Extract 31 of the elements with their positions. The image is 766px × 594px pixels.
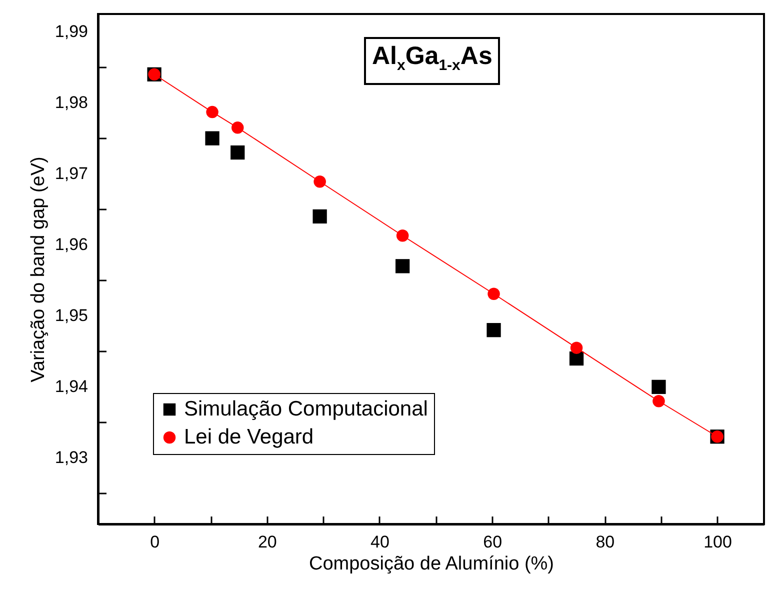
point [396,230,409,242]
legend-label: Simulação Computacional [184,398,428,420]
point [230,145,245,160]
point [206,106,218,118]
point [396,259,410,274]
point [570,342,583,354]
y-tick-label: 1,97 [54,164,88,183]
x-axis-title: Composição de Alumínio (%) [309,554,554,574]
x-tick-label: 60 [483,532,502,552]
point [312,209,327,224]
text: Al$_{x}$Ga$_{1-x}$As [364,37,500,85]
point [652,380,666,394]
legend-label: Lei de Vegard [184,426,314,448]
point [205,131,220,146]
x-tick-label: 40 [370,532,390,552]
y-axis-title: Variação do band gap (eV) [28,156,49,382]
x-tick-label: 100 [704,532,732,552]
point [486,323,501,338]
y-tick-label: 1,99 [54,22,88,41]
point [652,395,665,408]
point [231,122,244,134]
x-tick-label: 20 [258,532,277,552]
point [314,176,326,188]
x-tick-label: 0 [150,532,160,552]
y-tick-label: 1,96 [54,234,88,254]
y-tick-label: 1,94 [54,376,88,396]
y-tick-label: 1,95 [54,306,88,325]
y-tick-label: 1,93 [54,448,88,467]
x-tick-label: 80 [596,532,615,552]
y-tick-label: 1,98 [54,92,88,112]
point [488,288,500,300]
